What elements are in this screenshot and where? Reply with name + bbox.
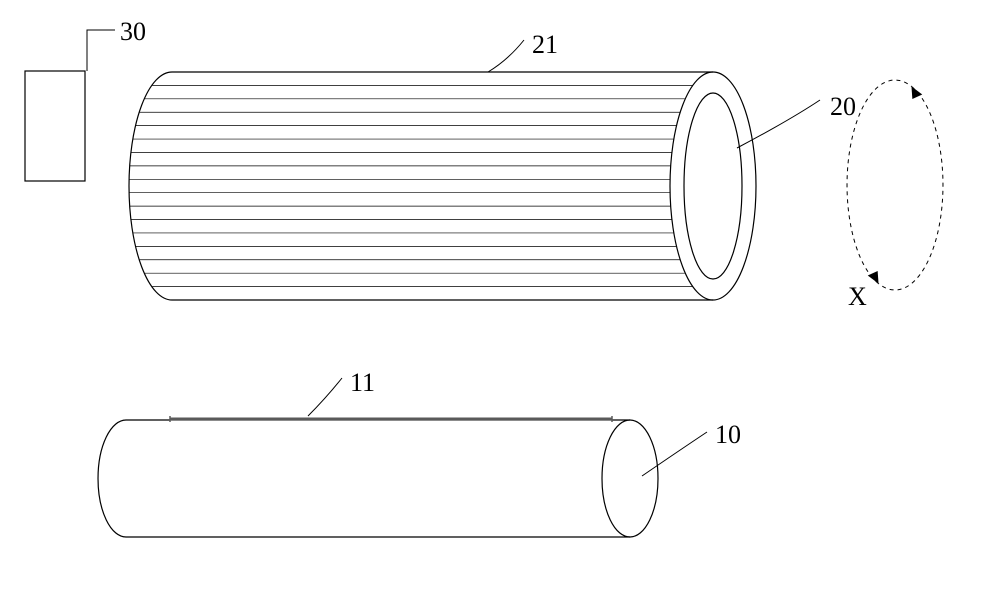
block-30 bbox=[25, 71, 85, 181]
leader-roller_top bbox=[308, 378, 342, 416]
label-21: 21 bbox=[532, 30, 558, 60]
roller-end-10 bbox=[602, 420, 658, 537]
label-11: 11 bbox=[350, 368, 375, 398]
rotation-arrow-bot bbox=[868, 271, 879, 284]
rotation-arc-right bbox=[879, 86, 943, 290]
label-30: 30 bbox=[120, 17, 146, 47]
label-axis-x: X bbox=[848, 282, 867, 312]
rotation-arrow-top bbox=[911, 86, 922, 99]
label-10: 10 bbox=[715, 420, 741, 450]
leader-cyl_surface bbox=[488, 40, 524, 72]
leader-block bbox=[87, 30, 115, 71]
label-20: 20 bbox=[830, 92, 856, 122]
rotation-arc-left bbox=[847, 80, 911, 284]
cylinder-outer-end bbox=[670, 72, 756, 300]
